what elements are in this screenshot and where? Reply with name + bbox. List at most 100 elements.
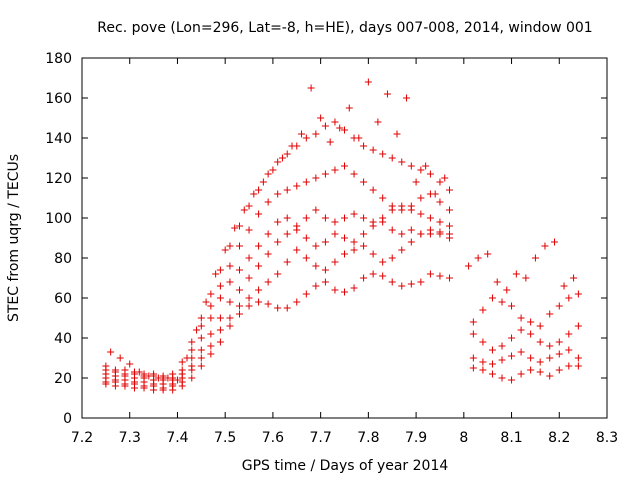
data-point xyxy=(555,366,563,374)
data-point xyxy=(469,318,477,326)
x-tick-label: 7.5 xyxy=(214,430,236,446)
data-point xyxy=(331,218,339,226)
data-point xyxy=(383,90,391,98)
data-point xyxy=(479,338,487,346)
data-point xyxy=(517,314,525,322)
data-point xyxy=(245,274,253,282)
data-point xyxy=(283,186,291,194)
data-point xyxy=(274,158,282,166)
data-point xyxy=(345,104,353,112)
data-point xyxy=(302,234,310,242)
data-point xyxy=(565,330,573,338)
data-point xyxy=(426,170,434,178)
data-point xyxy=(555,338,563,346)
data-point xyxy=(312,262,320,270)
data-point xyxy=(565,346,573,354)
data-point xyxy=(407,162,415,170)
data-point xyxy=(551,238,558,246)
data-point xyxy=(183,354,191,362)
data-point xyxy=(231,224,239,232)
data-point xyxy=(207,314,215,322)
data-point xyxy=(197,354,205,362)
data-point xyxy=(226,298,234,306)
data-point xyxy=(446,206,453,214)
data-point xyxy=(364,78,372,86)
data-point xyxy=(441,174,449,182)
data-point xyxy=(341,234,348,242)
data-point xyxy=(350,238,358,246)
data-point xyxy=(360,178,368,186)
data-point xyxy=(283,230,291,238)
data-point xyxy=(555,350,563,358)
data-point xyxy=(527,354,535,362)
data-point xyxy=(135,368,143,376)
data-point xyxy=(374,118,382,126)
data-point xyxy=(527,366,535,374)
data-point xyxy=(264,300,272,308)
data-point xyxy=(498,356,506,364)
data-point xyxy=(216,282,224,290)
data-point xyxy=(317,114,325,122)
data-point xyxy=(121,366,129,374)
data-point xyxy=(536,338,544,346)
data-point xyxy=(436,218,444,226)
data-point xyxy=(426,230,434,238)
data-point xyxy=(274,270,282,278)
data-point xyxy=(226,278,234,286)
data-point xyxy=(574,354,582,362)
data-point xyxy=(446,274,453,282)
data-point xyxy=(341,214,348,222)
data-point xyxy=(355,134,363,142)
x-tick-label: 7.3 xyxy=(119,430,141,446)
data-point xyxy=(379,272,387,280)
data-point xyxy=(197,322,205,330)
data-point xyxy=(274,238,282,246)
data-point xyxy=(369,218,377,226)
data-point xyxy=(398,246,406,254)
data-point xyxy=(226,242,234,250)
chart-title: Rec. pove (Lon=296, Lat=-8, h=HE), days … xyxy=(97,20,592,36)
data-point xyxy=(560,282,568,290)
data-point xyxy=(293,298,301,306)
data-point xyxy=(469,364,477,372)
data-point xyxy=(565,362,573,370)
data-point xyxy=(202,298,210,306)
data-point xyxy=(283,150,291,158)
data-point xyxy=(488,346,496,354)
data-point xyxy=(321,238,329,246)
x-tick-label: 7.4 xyxy=(166,430,188,446)
data-point xyxy=(379,150,387,158)
data-point xyxy=(302,214,310,222)
data-point xyxy=(512,270,520,278)
data-point xyxy=(546,310,554,318)
data-point xyxy=(360,230,368,238)
data-point xyxy=(255,298,263,306)
data-point xyxy=(255,186,263,194)
data-point xyxy=(207,330,215,338)
data-point xyxy=(436,198,444,206)
data-point xyxy=(508,376,516,384)
data-point xyxy=(407,238,415,246)
data-point xyxy=(326,138,334,146)
data-point xyxy=(503,286,511,294)
x-tick-label: 7.6 xyxy=(262,430,284,446)
x-axis-label: GPS time / Days of year 2014 xyxy=(242,458,449,474)
data-point xyxy=(474,254,482,262)
data-point xyxy=(417,278,425,286)
data-point xyxy=(426,270,434,278)
data-point xyxy=(379,214,387,222)
data-point xyxy=(508,352,516,360)
data-point xyxy=(417,194,425,202)
data-point xyxy=(197,346,205,354)
data-point xyxy=(274,218,282,226)
data-point xyxy=(274,190,282,198)
data-point xyxy=(293,222,301,230)
data-point xyxy=(216,326,224,334)
data-point xyxy=(426,214,434,222)
data-point xyxy=(307,84,315,92)
data-point xyxy=(312,174,320,182)
data-point xyxy=(479,358,487,366)
data-point xyxy=(360,142,368,150)
data-point xyxy=(398,230,406,238)
